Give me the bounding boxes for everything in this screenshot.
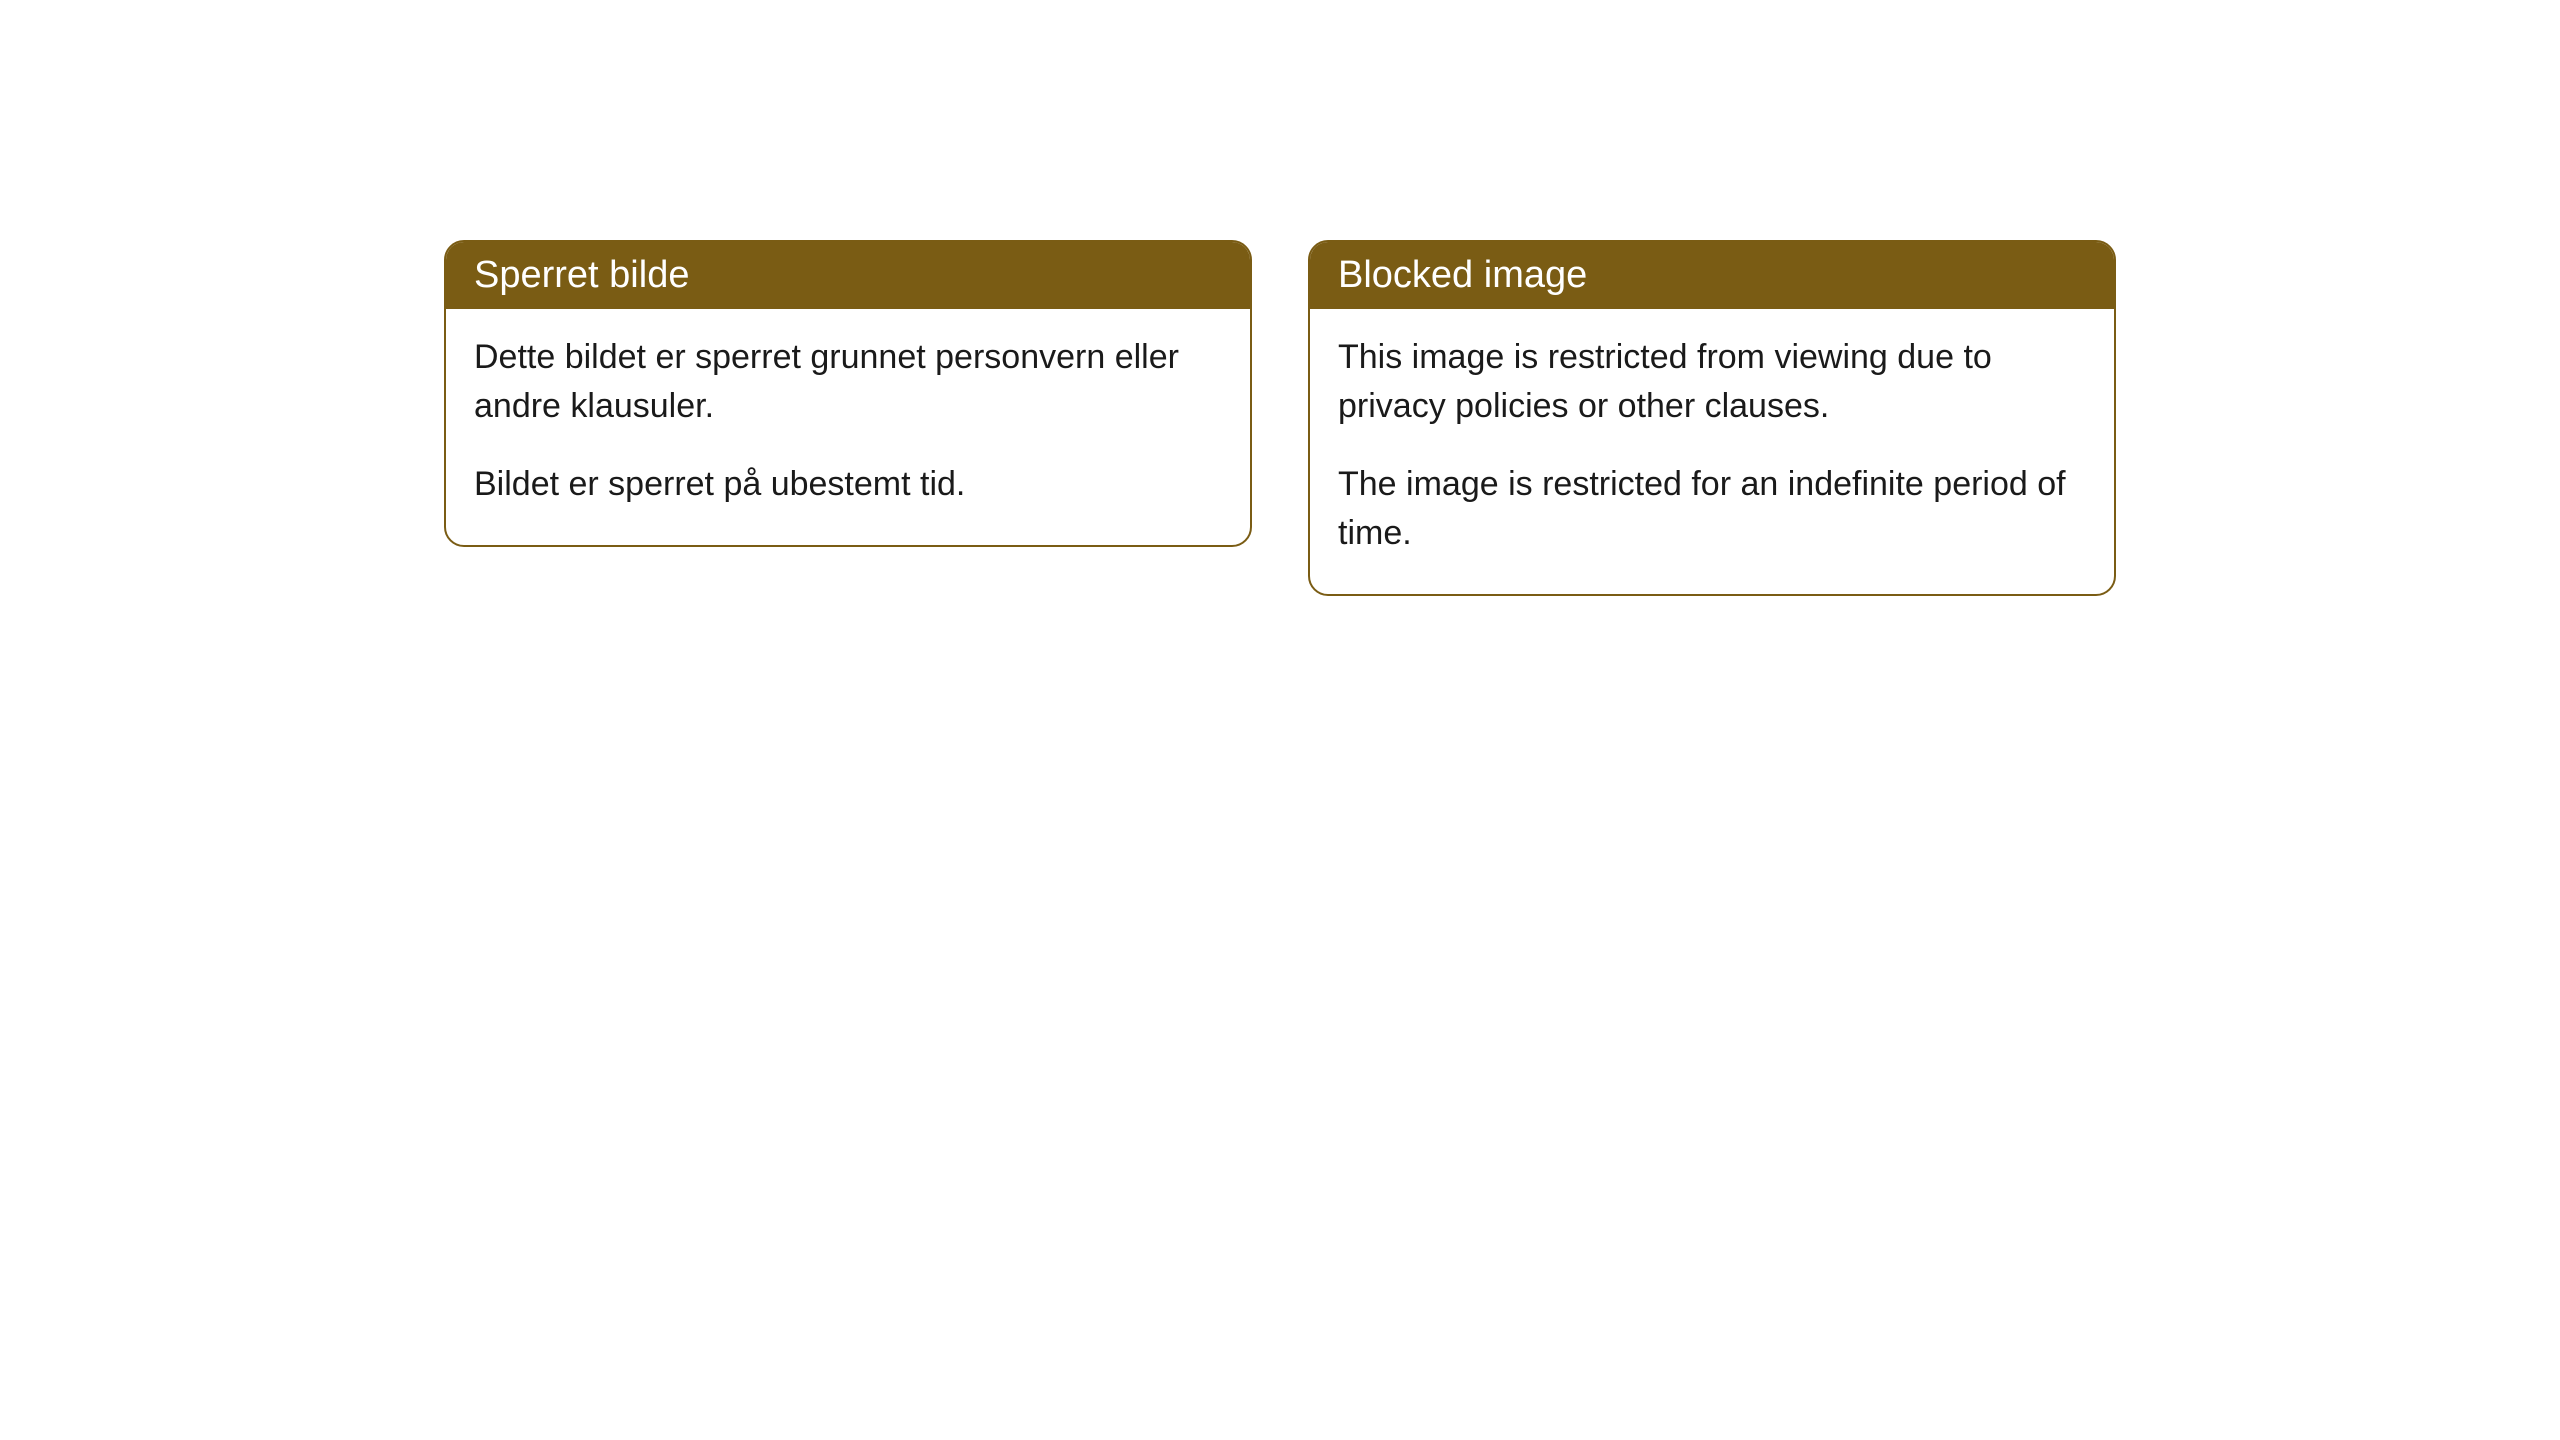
- cards-container: Sperret bilde Dette bildet er sperret gr…: [444, 240, 2116, 1440]
- card-header-en: Blocked image: [1310, 242, 2114, 309]
- card-header-no: Sperret bilde: [446, 242, 1250, 309]
- blocked-image-card-no: Sperret bilde Dette bildet er sperret gr…: [444, 240, 1252, 547]
- card-body-en: This image is restricted from viewing du…: [1310, 309, 2114, 594]
- blocked-image-card-en: Blocked image This image is restricted f…: [1308, 240, 2116, 596]
- card-text-no-1: Dette bildet er sperret grunnet personve…: [474, 333, 1222, 432]
- card-text-no-2: Bildet er sperret på ubestemt tid.: [474, 460, 1222, 509]
- card-body-no: Dette bildet er sperret grunnet personve…: [446, 309, 1250, 545]
- card-text-en-2: The image is restricted for an indefinit…: [1338, 460, 2086, 559]
- card-title-en: Blocked image: [1338, 254, 1587, 296]
- card-text-en-1: This image is restricted from viewing du…: [1338, 333, 2086, 432]
- card-title-no: Sperret bilde: [474, 254, 689, 296]
